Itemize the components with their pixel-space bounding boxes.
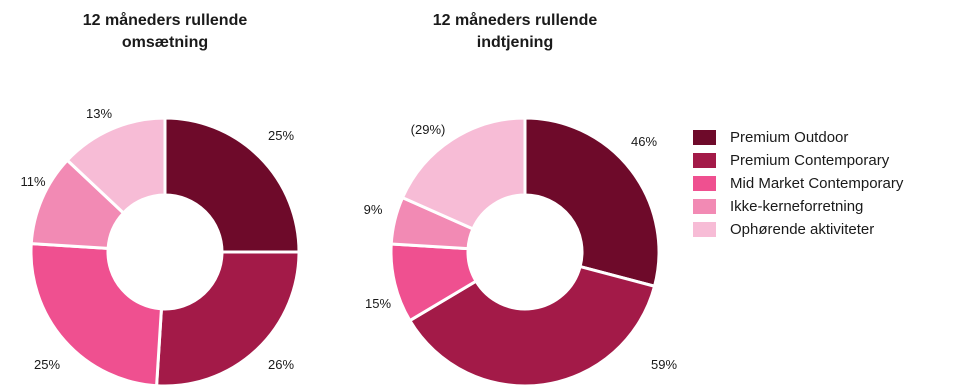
legend-item-ikke-kerneforretning: Ikke-kerneforretning [693,197,903,215]
donut-revenue: 25% 26% 25% 11% 13% [20,106,301,387]
slice-label-oph-rende-aktiviteter: (29%) [411,122,446,137]
slice-premium-outdoor [163,116,301,254]
legend-label: Ophørende aktiviteter [730,220,875,238]
legend-label: Premium Contemporary [730,151,890,169]
chart-title-revenue-line2: omsætning [121,34,209,51]
slice-label-premium-contemporary: 59% [651,357,677,372]
legend-swatch [693,152,716,168]
slice-oph-rende-aktiviteter [65,116,167,216]
donut-earnings: 46% 59% 15% 9% (29%) [364,116,677,387]
slice-label-premium-outdoor: 25% [268,128,294,143]
legend-label: Mid Market Contemporary [730,174,904,192]
chart-legend: Premium Outdoor Premium Contemporary Mid M… [693,128,903,243]
chart-title-earnings-line2: indtjening [476,34,554,51]
slice-premium-contemporary [155,250,301,387]
slice-oph-rende-aktiviteter [400,116,527,231]
legend-item-premium-outdoor: Premium Outdoor [693,128,903,146]
slice-label-premium-contemporary: 26% [268,357,294,372]
legend-swatch [693,198,716,214]
slice-mid-market-contemporary [29,241,164,387]
slice-label-mid-market-contemporary: 15% [365,296,391,311]
slice-label-ikke-kerneforretning: 11% [20,174,45,189]
legend-item-mid-market-contemporary: Mid Market Contemporary [693,174,903,192]
slice-label-mid-market-contemporary: 25% [34,357,60,372]
slice-premium-contemporary [407,264,657,387]
legend-swatch [693,175,716,191]
legend-swatch [693,221,716,237]
legend-label: Ikke-kerneforretning [730,197,864,215]
legend-item-premium-contemporary: Premium Contemporary [693,151,903,169]
chart-title-revenue-line1: 12 måneders rullende [82,12,248,29]
slice-label-oph-rende-aktiviteter: 13% [86,106,112,121]
legend-label: Premium Outdoor [730,128,849,146]
chart-title-earnings: 12 måneders rullende indtjening [385,10,645,54]
chart-title-earnings-line1: 12 måneders rullende [432,12,598,29]
chart-title-revenue: 12 måneders rullende omsætning [35,10,295,54]
slice-label-ikke-kerneforretning: 9% [364,202,383,217]
slice-premium-outdoor [523,116,661,289]
legend-item-oph-rende-aktiviteter: Ophørende aktiviteter [693,220,903,238]
legend-swatch [693,129,716,145]
slice-label-premium-outdoor: 46% [631,134,657,149]
